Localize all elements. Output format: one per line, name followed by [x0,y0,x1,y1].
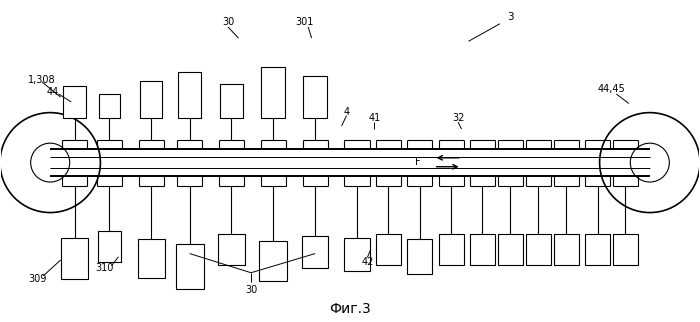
Ellipse shape [600,113,700,213]
Text: 1,308: 1,308 [28,75,55,85]
Text: 4: 4 [344,107,349,117]
Ellipse shape [630,143,669,182]
Bar [526,234,551,265]
Bar [178,71,202,118]
Bar [407,239,433,274]
Bar [99,94,120,118]
Ellipse shape [31,143,70,182]
Text: 30: 30 [222,17,234,27]
Bar [344,238,370,271]
Text: 309: 309 [28,274,46,284]
Bar [260,241,287,281]
Text: 301: 301 [295,17,314,27]
Bar [262,67,285,118]
Bar [97,231,121,261]
Bar [138,239,164,278]
Text: 41: 41 [368,113,381,123]
Ellipse shape [0,113,100,213]
Bar [613,234,638,265]
Text: 30: 30 [245,285,257,295]
Bar [438,234,463,265]
Bar [303,76,327,118]
Bar [554,234,579,265]
Bar [62,238,88,279]
Text: 44: 44 [47,87,59,97]
Text: 310: 310 [95,263,114,273]
Text: 42: 42 [361,257,374,267]
Bar [498,234,523,265]
Bar [376,234,401,265]
Text: F: F [416,157,421,167]
Text: 3: 3 [507,12,514,22]
Text: 32: 32 [452,113,464,123]
Bar [176,244,204,289]
Bar [64,86,86,118]
Bar [218,234,245,265]
Text: 44,45: 44,45 [598,84,625,94]
Bar [220,84,243,118]
Bar [470,234,495,265]
Text: Фиг.3: Фиг.3 [329,302,371,317]
Bar [585,234,610,265]
Bar [302,236,328,268]
Bar [140,81,162,118]
